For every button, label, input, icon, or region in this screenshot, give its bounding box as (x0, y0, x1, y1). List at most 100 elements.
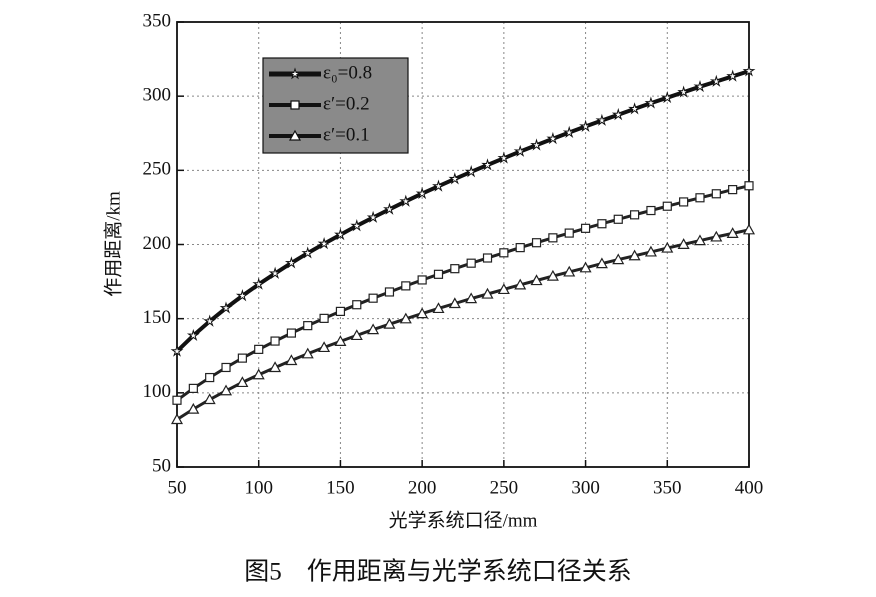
marker (744, 181, 754, 191)
y-tick-label: 50 (152, 455, 171, 476)
marker (742, 64, 756, 77)
marker (595, 113, 609, 126)
marker (693, 234, 706, 246)
marker (335, 306, 346, 316)
marker (252, 277, 266, 290)
marker (726, 69, 740, 82)
marker (187, 402, 200, 414)
marker (595, 257, 608, 269)
marker (530, 274, 543, 286)
marker (203, 393, 216, 405)
x-tick-label: 400 (735, 477, 764, 498)
marker (286, 328, 296, 338)
marker (285, 354, 298, 366)
marker (628, 249, 641, 261)
marker (644, 245, 657, 257)
marker (497, 151, 511, 164)
marker (677, 238, 690, 249)
marker (726, 227, 739, 238)
marker (579, 261, 592, 273)
x-tick-label: 350 (653, 477, 682, 498)
marker (548, 233, 558, 243)
marker (290, 100, 300, 110)
marker (268, 266, 282, 279)
marker (236, 376, 249, 388)
marker (563, 265, 576, 277)
marker (303, 321, 313, 331)
marker (384, 287, 395, 297)
marker (352, 300, 362, 310)
marker (679, 197, 689, 207)
marker (742, 223, 756, 235)
marker (628, 102, 642, 115)
legend-label: ε′=0.1 (323, 124, 370, 145)
legend-label: ε₀=0.8 (323, 62, 372, 83)
marker (301, 347, 314, 359)
marker (417, 275, 427, 285)
marker (301, 246, 315, 259)
marker (401, 281, 411, 291)
marker (497, 283, 510, 295)
marker (646, 205, 656, 216)
marker (499, 248, 509, 258)
marker (203, 314, 217, 327)
marker (383, 202, 396, 215)
marker (254, 344, 264, 354)
marker (170, 344, 184, 357)
marker (415, 186, 429, 200)
marker (693, 79, 707, 93)
marker (399, 312, 412, 324)
plot-frame (176, 21, 750, 468)
marker (579, 119, 592, 132)
marker (530, 138, 543, 151)
x-tick-label: 250 (490, 477, 519, 498)
marker (350, 329, 363, 341)
marker (237, 353, 247, 363)
y-axis-label: 作用距离/km (102, 191, 124, 297)
marker (662, 201, 672, 211)
marker (481, 158, 494, 171)
marker (448, 172, 462, 185)
y-tick-label: 300 (143, 85, 172, 106)
marker (562, 125, 576, 139)
marker (481, 287, 494, 299)
marker (611, 107, 625, 121)
marker (366, 210, 380, 223)
marker (318, 341, 331, 353)
marker (465, 292, 478, 304)
marker (170, 413, 184, 425)
x-tick-label: 200 (408, 477, 437, 498)
marker (515, 243, 525, 253)
marker (284, 256, 298, 269)
marker (368, 293, 378, 303)
marker (710, 230, 723, 242)
marker (188, 383, 198, 393)
marker (448, 297, 461, 309)
marker (677, 85, 691, 98)
marker (186, 328, 200, 341)
marker (220, 384, 233, 396)
marker (660, 90, 674, 104)
marker (334, 335, 347, 346)
marker (612, 253, 625, 265)
marker (464, 165, 478, 178)
marker (466, 258, 476, 268)
marker (350, 219, 364, 232)
marker (711, 189, 721, 199)
marker (580, 223, 591, 233)
x-tick-label: 100 (244, 477, 273, 498)
x-tick-label: 50 (168, 477, 187, 498)
marker (432, 302, 445, 314)
x-tick-label: 150 (326, 477, 355, 498)
caption: 图5 作用距离与光学系统口径关系 (244, 558, 632, 586)
marker (513, 144, 527, 157)
marker (172, 395, 182, 405)
marker (433, 269, 444, 279)
marker (219, 301, 233, 314)
marker (288, 129, 302, 141)
marker (514, 278, 527, 290)
marker (613, 214, 623, 224)
marker (695, 193, 705, 203)
